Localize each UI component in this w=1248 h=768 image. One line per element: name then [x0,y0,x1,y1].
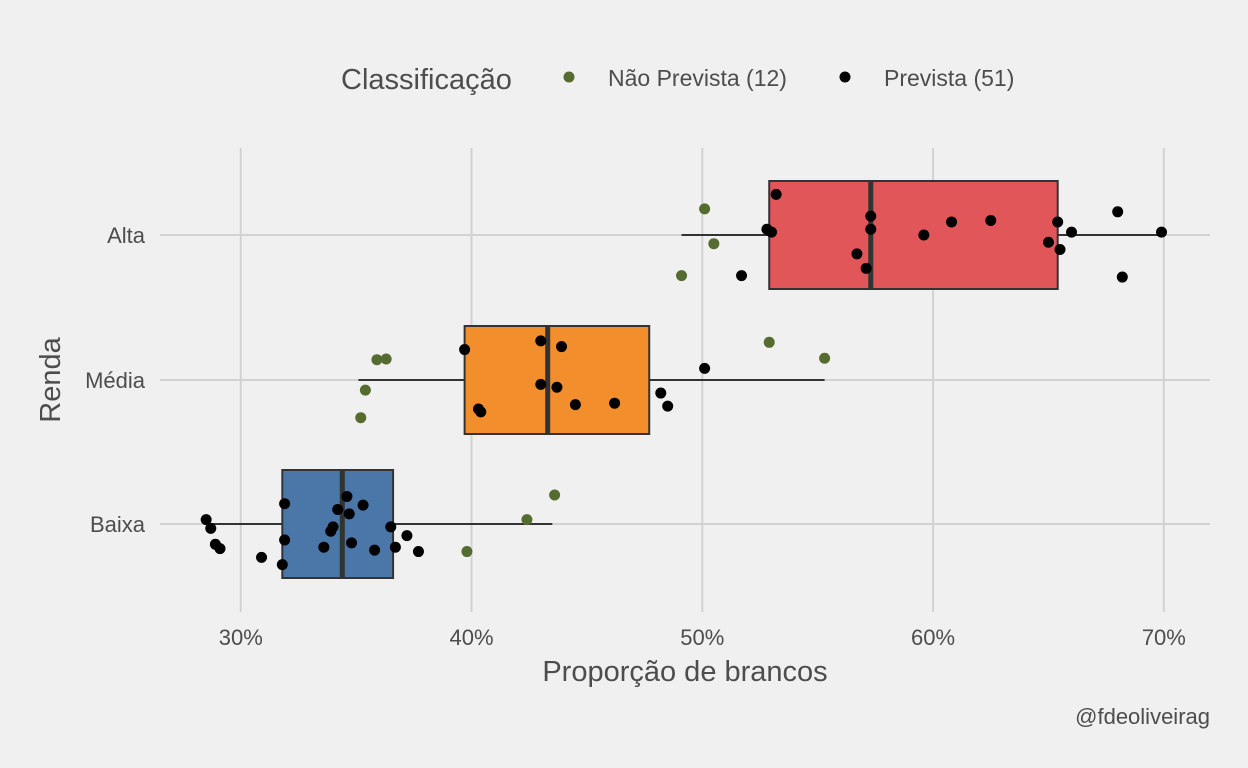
point-prevista-51 [214,543,226,555]
point-prevista-51 [327,521,339,533]
legend-label-nao-prevista: Não Prevista (12) [608,65,787,91]
point-prevista-51 [205,522,217,534]
point-prevista-51 [343,508,355,520]
point-prevista-51 [736,270,748,282]
point-prevista-51 [1112,206,1124,218]
point-prevista-51 [279,534,291,546]
point-prevista-51 [1052,216,1064,228]
point-nao-prevista-12 [676,270,688,282]
point-prevista-51 [851,248,863,260]
point-prevista-51 [860,262,872,274]
x-axis-title: Proporção de brancos [542,656,827,688]
legend-title: Classificação [341,64,512,96]
point-nao-prevista-12 [521,514,533,526]
x-tick-label: 40% [450,625,494,650]
point-prevista-51 [332,504,344,515]
point-prevista-51 [1054,244,1066,255]
point-nao-prevista-12 [380,353,392,365]
legend-marker-nao-prevista [563,71,575,83]
point-nao-prevista-12 [461,546,473,558]
point-prevista-51 [535,378,547,390]
box-media [463,325,651,435]
point-prevista-51 [276,559,288,571]
point-prevista-51 [318,541,330,553]
point-prevista-51 [1042,236,1054,248]
point-prevista-51 [865,223,877,235]
caption: @fdeoliveirag [1075,704,1210,729]
point-prevista-51 [766,226,778,238]
point-prevista-51 [1066,226,1078,238]
point-prevista-51 [459,344,471,356]
point-prevista-51 [535,335,547,347]
y-tick-label: Média [85,368,146,393]
legend: Classificação Não Prevista (12) Prevista… [341,64,1014,96]
point-prevista-51 [655,387,667,399]
box-alta [768,180,1059,290]
point-prevista-51 [946,216,958,228]
point-prevista-51 [346,537,358,549]
point-prevista-51 [475,406,487,418]
point-prevista-51 [985,215,997,226]
point-prevista-51 [385,521,397,533]
point-prevista-51 [918,229,930,241]
legend-marker-prevista [839,71,851,83]
point-nao-prevista-12 [763,336,775,348]
legend-label-prevista: Prevista (51) [884,65,1014,91]
point-prevista-51 [551,381,563,393]
point-prevista-51 [412,546,424,558]
y-tick-label: Baixa [90,512,146,537]
y-tick-labels: Baixa Média Alta [85,223,146,537]
point-prevista-51 [389,541,401,553]
point-nao-prevista-12 [371,354,383,366]
point-prevista-51 [256,551,268,563]
y-axis-title: Renda [35,336,67,422]
point-nao-prevista-12 [355,412,367,424]
point-nao-prevista-12 [549,489,561,501]
point-nao-prevista-12 [699,203,711,215]
x-tick-label: 60% [911,625,955,650]
point-prevista-51 [1116,271,1128,283]
point-prevista-51 [556,341,568,353]
point-prevista-51 [569,399,581,411]
point-prevista-51 [865,210,877,222]
point-prevista-51 [699,362,711,374]
point-nao-prevista-12 [359,384,371,396]
point-prevista-51 [279,498,291,510]
point-nao-prevista-12 [708,238,720,250]
x-tick-label: 50% [680,625,724,650]
point-prevista-51 [770,188,782,200]
point-prevista-51 [341,490,353,502]
x-tick-label: 70% [1142,625,1186,650]
point-prevista-51 [1156,226,1168,238]
y-tick-label: Alta [107,223,146,248]
point-prevista-51 [357,499,369,511]
points [200,188,1168,571]
point-prevista-51 [609,397,621,409]
point-nao-prevista-12 [819,352,831,364]
x-tick-labels: 30% 40% 50% 60% 70% [219,625,1186,650]
point-prevista-51 [369,544,381,556]
x-tick-label: 30% [219,625,263,650]
point-prevista-51 [401,530,413,542]
point-prevista-51 [662,400,674,412]
point-prevista-51 [200,514,212,526]
